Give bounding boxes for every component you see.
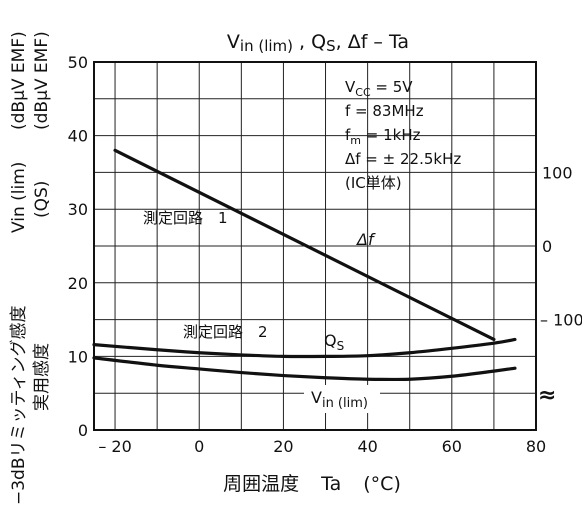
chart-title: Vin (lim) , QS, Δf – Ta	[227, 31, 409, 55]
y-axis-label-group: −3dBリミッティング感度 実用感度 Vin (lim) (QS) (dBμV …	[9, 31, 52, 505]
plot-frame	[93, 61, 537, 431]
condition-fm: fm = 1kHz	[345, 126, 421, 147]
y-label-unit-1: (dBμV EMF)	[9, 31, 29, 130]
qs-line	[92, 337, 517, 359]
y-tick-label: 50	[68, 53, 88, 72]
y-tick-label: 0	[78, 421, 88, 440]
annotation-delta-f: Δf	[355, 230, 376, 249]
annotation-qs: QS	[324, 331, 344, 353]
conditions-block: VCC = 5V f = 83MHz fm = 1kHz Δf = ± 22.5…	[345, 78, 461, 192]
vin-lim-line	[92, 356, 517, 382]
condition-f: f = 83MHz	[345, 102, 424, 120]
y-tick-label: 20	[68, 274, 88, 293]
axis-break-icon: ≈	[538, 383, 556, 408]
plot-border	[93, 61, 537, 431]
right-tick-label: 0	[542, 237, 552, 256]
x-tick-label: 80	[526, 437, 546, 456]
y-label-qs: (QS)	[32, 181, 52, 218]
x-tick-label: 0	[194, 437, 204, 456]
y-label-unit-2: (dBμV EMF)	[32, 31, 52, 130]
series-lines	[92, 148, 517, 382]
right-tick-label: 100	[542, 163, 573, 182]
annotation-circuit-2: 測定回路 2	[183, 323, 268, 341]
y-label-vin-lim: Vin (lim)	[9, 162, 29, 233]
grid	[94, 62, 536, 430]
x-tick-label: 60	[442, 437, 462, 456]
x-tick-label: 40	[357, 437, 377, 456]
y-label-practical-sensitivity: 実用感度	[32, 343, 52, 411]
right-tick-label: – 100	[540, 311, 582, 330]
axis-ticks: – 20 0 20 40 60 80 0 10 20 30 40 50 100 0 – 100 ≈	[68, 53, 582, 456]
annotation-vin-lim: Vin (lim)	[311, 388, 368, 411]
x-axis-label: 周囲温度 Ta (°C)	[223, 473, 401, 495]
y-label-limiting-sensitivity: −3dBリミッティング感度	[9, 306, 29, 506]
condition-deviation: Δf = ± 22.5kHz	[345, 150, 461, 168]
y-tick-label: 30	[68, 200, 88, 219]
x-tick-label: – 20	[98, 437, 131, 456]
delta-f-line	[113, 148, 496, 342]
vin-label-background	[304, 385, 380, 413]
condition-vcc: VCC = 5V	[345, 78, 413, 99]
condition-ic-only: (IC単体)	[345, 174, 402, 192]
y-tick-label: 10	[68, 347, 88, 366]
y-tick-label: 40	[68, 127, 88, 146]
annotation-circuit-1: 測定回路 1	[143, 209, 228, 227]
x-tick-label: 20	[273, 437, 293, 456]
